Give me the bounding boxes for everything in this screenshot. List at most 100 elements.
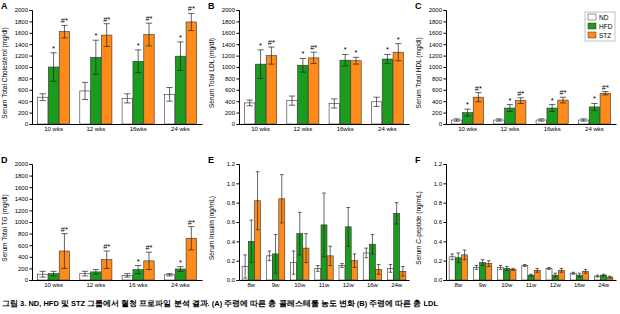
error-bar: [371, 235, 375, 254]
error-cap: [135, 273, 141, 274]
legend-label: HFD: [599, 23, 613, 30]
error-bar: [40, 271, 46, 277]
error-line: [396, 203, 397, 224]
x-tick-label: 24 wks: [585, 126, 604, 132]
annotation: *: [397, 35, 400, 44]
y-tick-label: 1800: [429, 19, 443, 25]
error-cap: [571, 274, 575, 275]
error-line: [537, 268, 538, 272]
error-line: [452, 254, 453, 260]
error-cap: [82, 99, 88, 100]
y-tick-mark: [30, 164, 33, 165]
error-line: [249, 100, 250, 106]
error-bar: [487, 261, 491, 267]
x-tick-label: 10w: [294, 282, 306, 288]
y-tick-label: 0.0: [227, 277, 236, 283]
error-line: [106, 24, 107, 47]
bar: [546, 268, 552, 280]
bar: [473, 267, 479, 280]
y-tick-mark: [30, 222, 33, 223]
error-bar: [289, 96, 295, 105]
y-tick: 2000: [15, 7, 32, 13]
y-tick-label: 0.2: [434, 258, 443, 264]
error-line: [313, 52, 314, 63]
error-bar: [188, 13, 194, 30]
bar: [393, 52, 403, 124]
x-tick: 24w: [391, 280, 403, 288]
panel: ****#*#***020040060080010001200140016001…: [208, 1, 410, 132]
y-tick-label: 0.4: [227, 239, 236, 245]
error-bar: [298, 212, 302, 255]
error-bar: [518, 98, 524, 104]
error-line: [390, 265, 391, 273]
y-tick: 1.2: [434, 161, 446, 167]
error-line: [53, 271, 54, 276]
y-tick-label: 1600: [15, 30, 29, 36]
y-tick-mark: [30, 44, 33, 45]
error-line: [330, 246, 331, 265]
x-tick-label: 12 wks: [294, 126, 313, 132]
error-cap: [250, 262, 254, 263]
error-line: [506, 266, 507, 270]
y-tick: 600: [432, 87, 446, 93]
error-line: [605, 92, 606, 95]
x-tick-label: 9w: [272, 282, 280, 288]
error-bar: [328, 246, 332, 265]
y-tick: 0: [25, 277, 32, 283]
bar: [504, 268, 510, 280]
y-tick: 200: [18, 110, 32, 116]
bar: [528, 275, 534, 280]
panel-title: A: [1, 1, 8, 11]
x-tick: 11w: [319, 280, 330, 288]
error-cap: [454, 118, 460, 119]
error-cap: [560, 272, 564, 273]
error-cap: [580, 121, 586, 122]
error-cap: [518, 103, 524, 104]
error-cap: [146, 269, 152, 270]
y-tick-mark: [444, 44, 447, 45]
y-tick: 1200: [429, 53, 446, 59]
error-cap: [560, 268, 564, 269]
x-tick: 24 wks: [378, 124, 397, 132]
x-tick: 12w: [550, 280, 562, 288]
error-cap: [328, 246, 332, 247]
error-bar: [316, 266, 320, 272]
error-bar: [82, 271, 88, 276]
error-line: [245, 255, 246, 278]
error-cap: [535, 268, 539, 269]
error-line: [191, 13, 192, 30]
y-tick-mark: [237, 90, 240, 91]
error-cap: [256, 229, 260, 230]
annotation: *: [259, 41, 262, 50]
error-cap: [487, 266, 491, 267]
error-line: [348, 208, 349, 247]
y-tick: 1400: [222, 42, 239, 48]
error-bar: [505, 266, 509, 270]
annotation: #*: [188, 218, 195, 227]
caption: 그림 3. ND, HFD 및 STZ 그룹에서 혈청 프로파일 분석 결과. …: [2, 299, 438, 308]
annotation: #*: [559, 88, 566, 97]
error-line: [594, 103, 595, 110]
y-tick: 1800: [429, 19, 446, 25]
x-tick: 8w: [455, 280, 463, 288]
error-bar: [560, 268, 564, 272]
y-tick-mark: [30, 268, 33, 269]
error-bar: [166, 274, 172, 276]
panel: **#*#*#*#*020040060080010001200140016001…: [1, 155, 203, 288]
y-axis-line: [237, 11, 240, 125]
x-tick-label: 24 wks: [171, 126, 190, 132]
plot-area: [242, 172, 406, 280]
error-cap: [584, 273, 588, 274]
plot-area: [449, 250, 613, 280]
x-tick: 12 wks: [501, 124, 520, 132]
plot-area: [38, 227, 197, 280]
error-bar: [104, 24, 110, 47]
y-tick-mark: [237, 183, 240, 184]
error-bar: [499, 266, 503, 270]
y-tick-mark: [30, 234, 33, 235]
error-cap: [529, 274, 533, 275]
error-cap: [104, 268, 110, 269]
y-tick-label: 1200: [429, 53, 443, 59]
error-cap: [373, 97, 379, 98]
y-tick-mark: [30, 113, 33, 114]
